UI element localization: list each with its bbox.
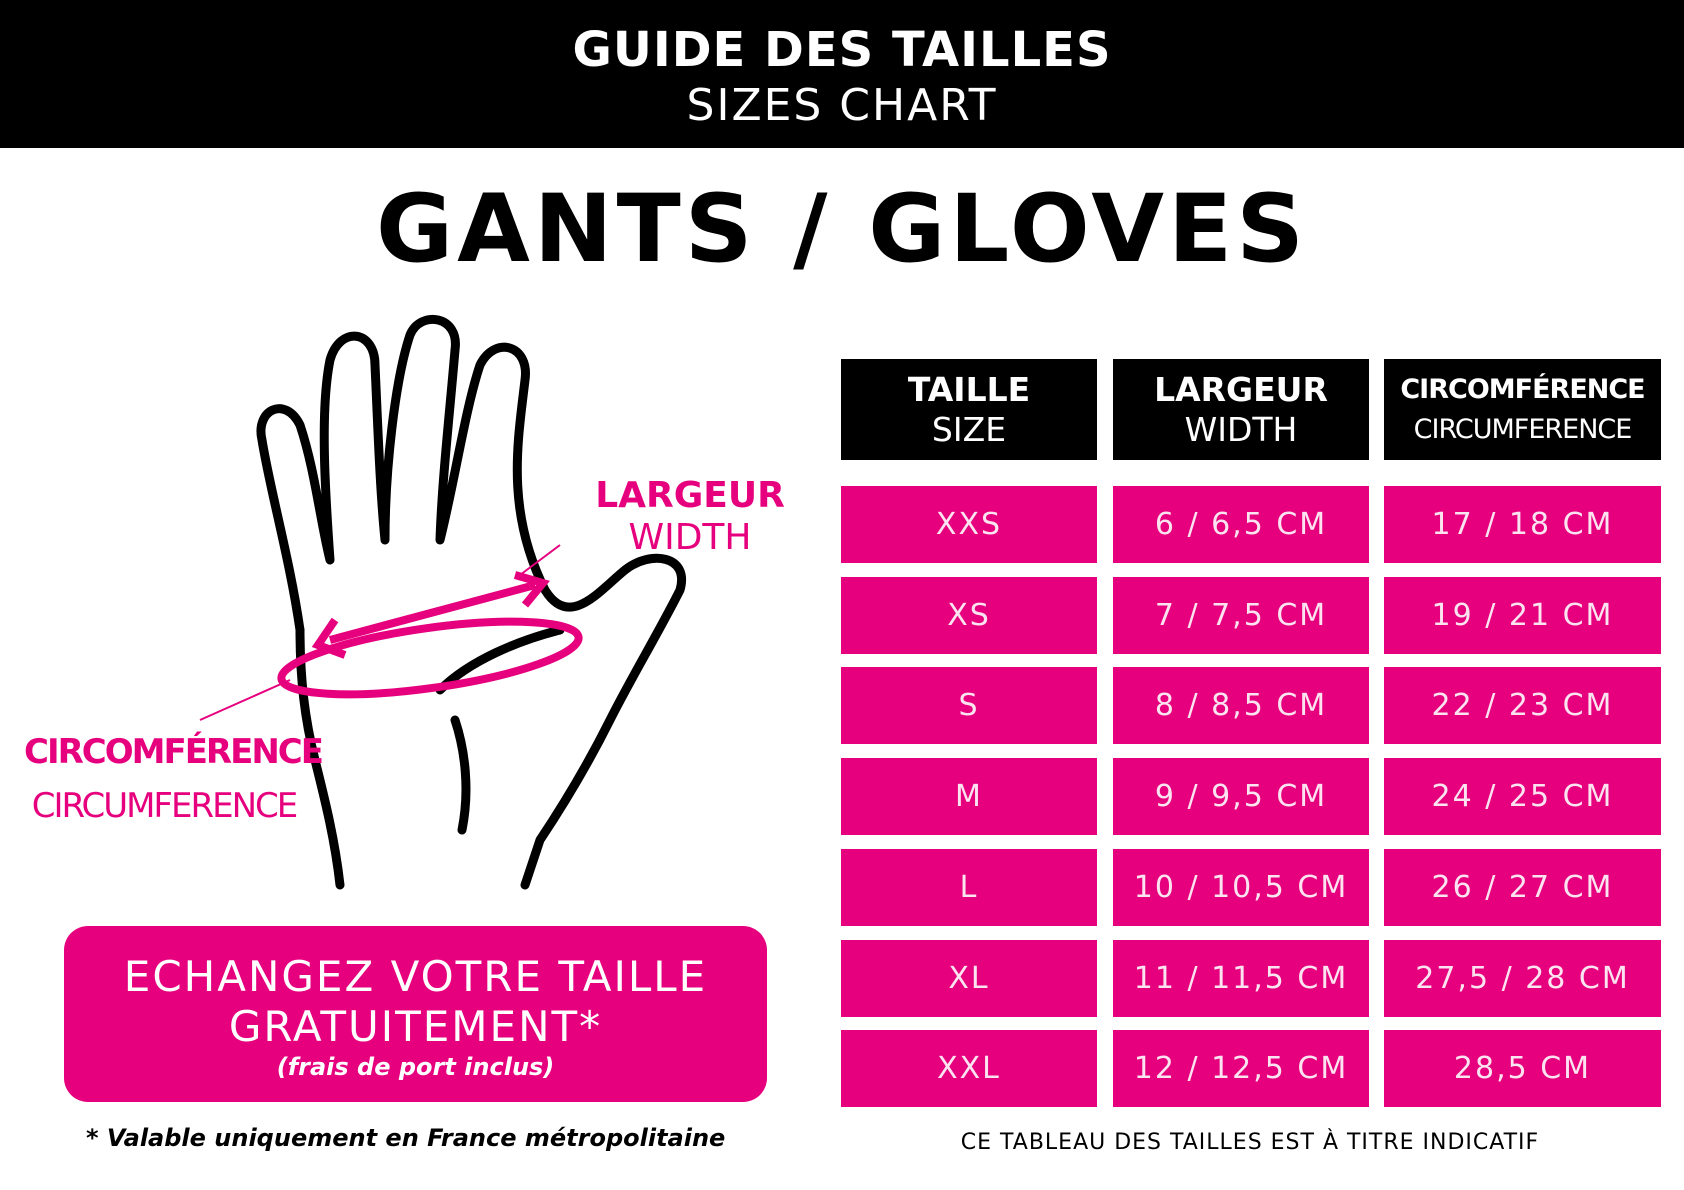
arrow-head-right-icon [513,571,550,608]
header-title-fr: GUIDE DES TAILLES [572,22,1112,78]
free-exchange-banner: ECHANGEZ VOTRE TAILLE GRATUITEMENT* (fra… [64,926,767,1102]
width-arrow [328,581,537,644]
width-label-en: WIDTH [628,517,752,558]
circumference-cell: 27,5 / 28 CM [1384,940,1661,1017]
size-cell: XL [841,940,1097,1017]
width-label-fr: LARGEUR [595,475,785,516]
circumference-cell: 24 / 25 CM [1384,758,1661,835]
width-cell: 10 / 10,5 CM [1113,849,1369,926]
circumference-label-en: CIRCUMFERENCE [31,786,298,826]
header-circ-fr: CIRCOMFÉRENCE [1400,373,1645,405]
arrow-head-left-icon [311,617,347,659]
promo-line-2: GRATUITEMENT* [228,1002,603,1051]
hand-outline-icon [256,315,687,890]
header-circumference: CIRCOMFÉRENCE CIRCUMFERENCE [1384,359,1661,460]
circumference-cell: 17 / 18 CM [1384,486,1661,563]
width-cell: 7 / 7,5 CM [1113,577,1369,654]
page-title: GANTS / GLOVES [376,175,1308,284]
hand-illustration [199,315,687,890]
width-label: LARGEUR WIDTH [570,475,810,559]
header-width-fr: LARGEUR [1154,369,1328,409]
width-cell: 11 / 11,5 CM [1113,940,1369,1017]
promo-line-1: ECHANGEZ VOTRE TAILLE [123,952,708,1001]
size-cell: L [841,849,1097,926]
header-circ-en: CIRCUMFERENCE [1413,413,1633,445]
header-size-en: SIZE [931,409,1007,449]
circumference-label-fr: CIRCOMFÉRENCE [24,732,324,772]
measurement-marks [199,544,583,721]
width-cell: 6 / 6,5 CM [1113,486,1369,563]
header-title-en: SIZES CHART [686,80,998,131]
width-cell: 8 / 8,5 CM [1113,667,1369,744]
header-size-fr: TAILLE [907,369,1031,409]
size-cell: XXL [841,1030,1097,1107]
indicative-note: CE TABLEAU DES TAILLES EST À TITRE INDIC… [960,1130,1540,1155]
header-banner: GUIDE DES TAILLES SIZES CHART [0,0,1684,148]
size-cell: M [841,758,1097,835]
circumference-ellipse [277,617,583,699]
header-width: LARGEUR WIDTH [1113,359,1369,460]
header-width-en: WIDTH [1184,409,1298,449]
header-size: TAILLE SIZE [841,359,1097,460]
size-cell: S [841,667,1097,744]
width-cell: 12 / 12,5 CM [1113,1030,1369,1107]
circumference-cell: 19 / 21 CM [1384,577,1661,654]
circumference-cell: 28,5 CM [1384,1030,1661,1107]
footnote: * Valable uniquement en France métropoli… [86,1124,726,1152]
circumference-cell: 22 / 23 CM [1384,667,1661,744]
size-cell: XXS [841,486,1097,563]
circumference-label: CIRCOMFÉRENCE CIRCUMFERENCE [24,725,324,833]
size-cell: XS [841,577,1097,654]
promo-line-3: (frais de port inclus) [276,1053,555,1081]
width-cell: 9 / 9,5 CM [1113,758,1369,835]
circumference-cell: 26 / 27 CM [1384,849,1661,926]
